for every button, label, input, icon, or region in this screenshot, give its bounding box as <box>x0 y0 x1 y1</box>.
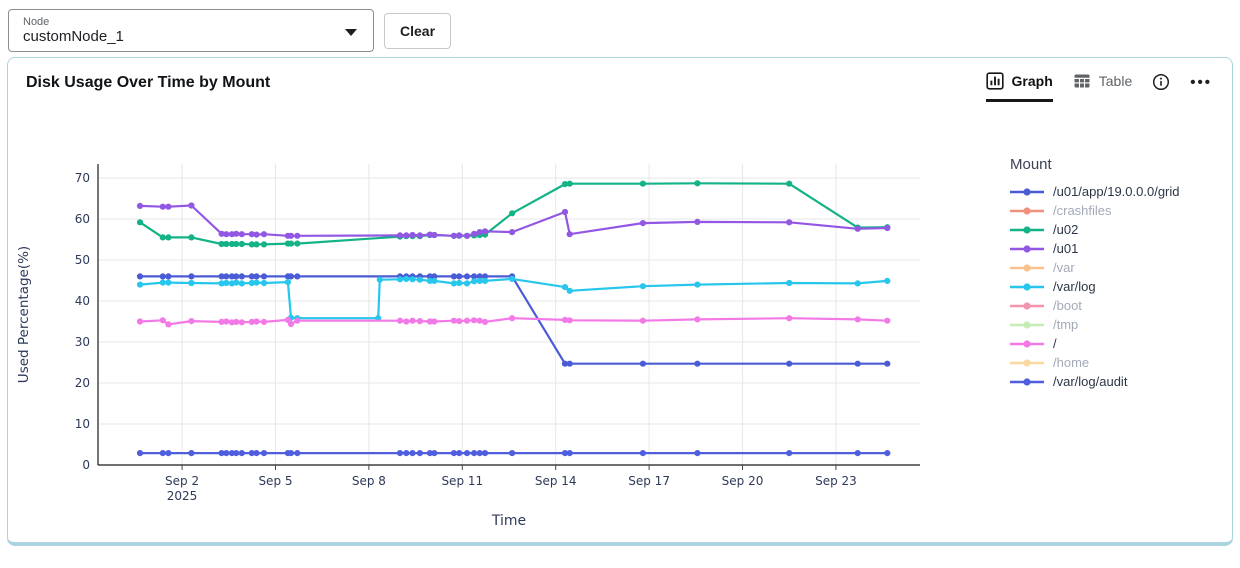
disk-usage-card: Disk Usage Over Time by Mount Graph <box>7 57 1233 546</box>
svg-text:Sep 20: Sep 20 <box>722 474 764 488</box>
legend-item-label: /tmp <box>1053 317 1079 332</box>
svg-text:30: 30 <box>75 335 90 349</box>
legend-swatch-icon <box>1010 377 1044 386</box>
tab-graph-label: Graph <box>1011 72 1053 89</box>
svg-text:Sep 23: Sep 23 <box>815 474 857 488</box>
svg-text:20: 20 <box>75 376 90 390</box>
node-select-label: Node <box>23 15 50 28</box>
tab-table-label: Table <box>1098 72 1133 89</box>
svg-text:60: 60 <box>75 212 90 226</box>
legend-item-label: /var/log/audit <box>1053 374 1128 389</box>
legend-item-tmp[interactable]: /tmp <box>1010 315 1222 334</box>
legend-item-var-log-audit[interactable]: /var/log/audit <box>1010 372 1222 391</box>
legend-title: Mount <box>1010 156 1052 173</box>
clear-button[interactable]: Clear <box>384 12 452 49</box>
legend-item-label: /crashfiles <box>1053 203 1112 218</box>
legend-swatch-icon <box>1010 358 1044 367</box>
chart-canvas: 0 10 20 30 40 50 60 70 Sep 2 2025 Sep 5 Sep 8 Sep 11… <box>8 152 1010 539</box>
legend-item-label: /u01/app/19.0.0.0/grid <box>1053 184 1180 199</box>
node-select[interactable]: Node customNode_1 <box>8 9 374 52</box>
legend-swatch-icon <box>1010 187 1044 196</box>
legend-item-label: / <box>1053 336 1057 351</box>
legend: Mount /u01/app/19.0.0.0/grid/crashfiles /… <box>1010 152 1232 539</box>
svg-text:50: 50 <box>75 253 90 267</box>
legend-item-var-log[interactable]: /var/log <box>1010 277 1222 296</box>
table-icon <box>1073 71 1091 90</box>
ellipsis-menu-icon[interactable]: ••• <box>1190 74 1212 91</box>
legend-swatch-icon <box>1010 320 1044 329</box>
legend-swatch-icon <box>1010 225 1044 234</box>
legend-item-label: /boot <box>1053 298 1082 313</box>
svg-text:Used Percentage(%): Used Percentage(%) <box>16 246 32 383</box>
legend-swatch-icon <box>1010 301 1044 310</box>
svg-text:40: 40 <box>75 294 90 308</box>
legend-swatch-icon <box>1010 206 1044 215</box>
legend-item-crashfiles[interactable]: /crashfiles <box>1010 201 1222 220</box>
legend-item-var[interactable]: /var <box>1010 258 1222 277</box>
legend-item-label: /var <box>1053 260 1075 275</box>
svg-text:10: 10 <box>75 417 90 431</box>
legend-swatch-icon <box>1010 263 1044 272</box>
legend-item-boot[interactable]: /boot <box>1010 296 1222 315</box>
svg-text:0: 0 <box>82 458 90 472</box>
svg-text:2025: 2025 <box>167 489 198 503</box>
legend-item-label: /u01 <box>1053 241 1079 256</box>
svg-text:70: 70 <box>75 171 90 185</box>
svg-text:Sep 11: Sep 11 <box>441 474 483 488</box>
legend-item-u01[interactable]: /u01 <box>1010 239 1222 258</box>
svg-text:Sep 17: Sep 17 <box>628 474 670 488</box>
svg-text:Sep 5: Sep 5 <box>258 474 292 488</box>
svg-text:Sep 2: Sep 2 <box>165 474 199 488</box>
svg-text:Time: Time <box>491 513 526 529</box>
legend-item-u02[interactable]: /u02 <box>1010 220 1222 239</box>
node-select-value: customNode_1 <box>23 28 124 46</box>
tab-table[interactable]: Table <box>1073 71 1132 102</box>
legend-swatch-icon <box>1010 282 1044 291</box>
legend-item-u01-app-19-0-0-0-grid[interactable]: /u01/app/19.0.0.0/grid <box>1010 182 1222 201</box>
chevron-down-icon <box>345 28 357 36</box>
filter-bar: Node customNode_1 Clear <box>0 0 1240 52</box>
legend-item-label: /u02 <box>1053 222 1079 237</box>
legend-swatch-icon <box>1010 339 1044 348</box>
page-title: Disk Usage Over Time by Mount <box>26 74 271 91</box>
legend-item-label: /var/log <box>1053 279 1096 294</box>
info-icon[interactable] <box>1152 71 1170 91</box>
legend-item-[interactable]: / <box>1010 334 1222 353</box>
svg-text:Sep 14: Sep 14 <box>535 474 577 488</box>
legend-item-home[interactable]: /home <box>1010 353 1222 372</box>
legend-swatch-icon <box>1010 244 1044 253</box>
tab-graph[interactable]: Graph <box>985 71 1053 102</box>
legend-item-label: /home <box>1053 355 1090 370</box>
svg-text:Sep 8: Sep 8 <box>352 474 386 488</box>
bar-chart-icon <box>985 71 1004 90</box>
